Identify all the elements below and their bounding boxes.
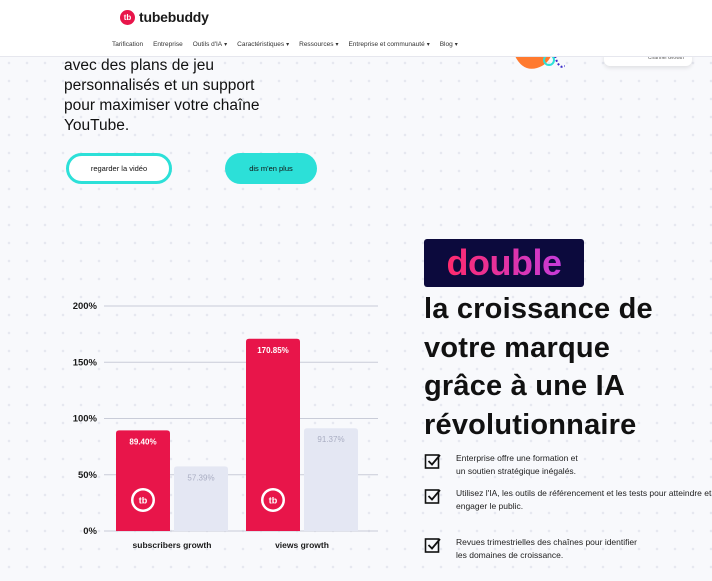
hero-intro: avec des plans de jeu personnalisés et u… (64, 56, 324, 136)
chevron-down-icon: ▾ (454, 42, 458, 48)
feature-item: Utilisez l'IA, les outils de référenceme… (424, 487, 712, 513)
headline-line: révolutionnaire (424, 408, 637, 441)
data-label: 91.37% (317, 435, 344, 444)
intro-line: pour maximiser votre chaîne (64, 97, 260, 114)
feature-text: Revues trimestrielles des chaînes pour i… (456, 537, 637, 560)
tubebuddy-logo-icon-inner (263, 490, 283, 510)
tubebuddy-logo-icon: tb (120, 9, 135, 25)
nav-item[interactable]: Outils d'IA ▾ (193, 41, 227, 48)
feature-item: Enterprise offre une formation et un sou… (424, 452, 712, 478)
headline-line: grâce à une IA (424, 370, 626, 402)
data-label: 89.40% (129, 437, 156, 446)
checkbox-checked-icon (424, 489, 441, 504)
comparison-bar (174, 466, 228, 531)
chevron-down-icon: ▾ (426, 42, 430, 48)
growth-bar-chart: 0% 50% 100% 150% 200% 89.40% tb 57.39% subscribe… (73, 301, 378, 550)
feature-item: Revues trimestrielles des chaînes pour i… (424, 536, 712, 562)
primary-bar (246, 338, 300, 531)
intro-line: YouTube. (64, 117, 130, 134)
tell-me-more-button[interactable]: dis m'en plus (225, 153, 317, 184)
nav-item-label: Ressources (299, 41, 334, 48)
y-tick-label: 200% (73, 301, 98, 312)
y-tick-label: 150% (73, 357, 98, 368)
category-label: subscribers growth (133, 540, 212, 550)
nav-item-label: Caractéristiques (237, 41, 285, 48)
nav-item[interactable]: Entreprise (153, 41, 183, 48)
intro-line: avec des plans de jeu (64, 57, 214, 74)
nav-item[interactable]: Ressources ▾ (299, 41, 338, 48)
chevron-down-icon: ▾ (286, 42, 290, 48)
nav-item[interactable]: Blog ▾ (440, 41, 458, 48)
data-label: 170.85% (257, 346, 289, 355)
double-badge: double (424, 239, 584, 287)
y-tick-label: 0% (83, 526, 97, 537)
tubebuddy-logo-icon-inner (133, 490, 153, 510)
checkbox-checked-icon (424, 454, 441, 469)
intro-line: personnalisés et un support (64, 77, 255, 94)
primary-bar (116, 430, 170, 531)
category-label: views growth (275, 540, 329, 550)
tubebuddy-logo-icon-mark: tb (269, 496, 278, 506)
data-label: 57.39% (187, 473, 214, 482)
headline: la croissance de votre marque grâce à un… (424, 290, 709, 444)
nav-item-label: Outils d'IA (192, 41, 223, 48)
y-tick-label: 50% (78, 470, 98, 481)
nav-item[interactable]: Caractéristiques ▾ (237, 41, 289, 48)
chevron-down-icon: ▾ (224, 42, 228, 48)
tubebuddy-logo-icon-mark: tb (139, 496, 148, 506)
top-navigation-bar: tb tubebuddy Tarification Entreprise Outil… (0, 0, 712, 57)
logo-text: tubebuddy (139, 9, 209, 25)
chevron-down-icon: ▾ (335, 42, 339, 48)
nav-item-label: Blog (439, 41, 453, 48)
y-tick-label: 100% (73, 414, 98, 425)
headline-line: votre marque (424, 331, 611, 364)
nav-item-label: Tarification (112, 41, 144, 48)
nav-item[interactable]: Entreprise et communauté ▾ (348, 41, 429, 48)
nav-item-label: Entreprise et communauté (348, 41, 425, 48)
tubebuddy-logo[interactable]: tb tubebuddy (120, 9, 209, 25)
channel-card-label: Channel Growth (647, 55, 684, 61)
decorative-illustration (515, 56, 565, 69)
headline-line: la croissance de (424, 293, 653, 325)
checkbox-checked-icon (424, 538, 441, 553)
nav-item-label: Entreprise (153, 41, 183, 48)
feature-text: Enterprise offre une formation et un sou… (456, 453, 578, 476)
nav-item[interactable]: Tarification (112, 41, 143, 48)
double-badge-text: double (446, 242, 562, 283)
main-nav: Tarification Entreprise Outils d'IA ▾ Caract… (112, 41, 458, 48)
feature-text: Utilisez l'IA, les outils de référenceme… (456, 488, 712, 511)
comparison-bar (304, 428, 358, 531)
watch-video-button[interactable]: regarder la vidéo (66, 153, 172, 184)
